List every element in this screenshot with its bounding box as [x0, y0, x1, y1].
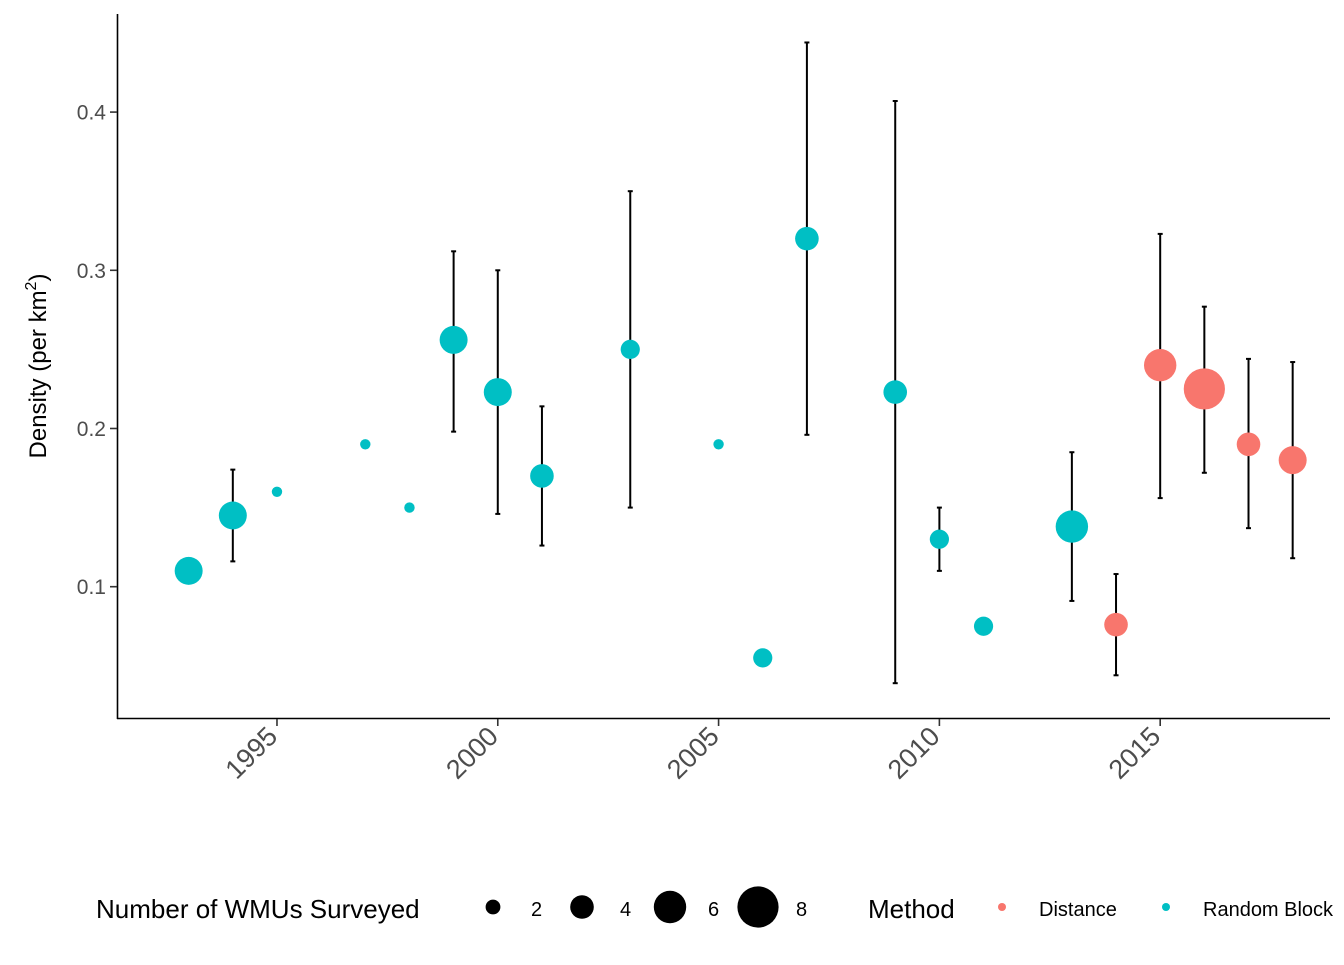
size-legend-label: 4 — [620, 899, 631, 921]
x-tick-label: 1995 — [220, 721, 284, 785]
points-layer — [174, 226, 1307, 668]
data-point — [795, 226, 819, 251]
x-tick-label: 2000 — [440, 721, 504, 785]
data-point — [174, 556, 203, 585]
errorbars-layer — [230, 41, 1296, 685]
size-legend-item: 2 — [485, 899, 542, 921]
y-ticks-layer: 0.1 0.2 0.3 0.4 — [77, 102, 117, 599]
data-point — [753, 648, 773, 668]
size-legend-key — [737, 886, 779, 928]
size-legend-key — [653, 890, 687, 924]
x-tick-label: 2005 — [661, 721, 725, 785]
x-ticks-layer: 1995 2000 2005 2010 2015 — [220, 719, 1167, 785]
data-point — [1143, 349, 1177, 382]
size-legend-key — [570, 895, 594, 919]
data-point — [620, 339, 640, 359]
size-legend-key — [485, 899, 501, 915]
y-axis-title-superscript: 2 — [23, 281, 40, 290]
color-legend-key — [998, 903, 1006, 911]
color-legend-key — [1162, 903, 1170, 911]
color-legend-label: Distance — [1039, 899, 1117, 921]
y-axis-title: Density (per km2) — [23, 274, 52, 459]
size-legend-label: 6 — [708, 899, 719, 921]
color-legend-keys: Distance Random Block — [998, 899, 1334, 921]
color-legend-item: Distance — [998, 899, 1117, 921]
size-legend-item: 4 — [570, 895, 631, 921]
size-legend-title: Number of WMUs Surveyed — [96, 894, 420, 924]
legend: Number of WMUs Surveyed 2 4 6 8 Method Dist… — [96, 886, 1334, 928]
size-legend-label: 8 — [796, 899, 807, 921]
y-axis-title-suffix: ) — [25, 274, 52, 282]
data-point — [404, 502, 415, 513]
data-point — [929, 529, 949, 549]
y-tick-label: 0.1 — [77, 576, 106, 599]
data-point — [713, 439, 724, 450]
data-point — [1236, 432, 1261, 457]
data-point — [360, 439, 371, 450]
x-tick-label: 2015 — [1103, 721, 1167, 785]
data-point — [530, 464, 554, 488]
data-point — [483, 378, 512, 407]
data-point — [1183, 368, 1225, 410]
size-legend-item: 6 — [653, 890, 719, 924]
color-legend-item: Random Block — [1162, 899, 1334, 921]
data-point — [1055, 510, 1089, 543]
data-point — [1278, 446, 1307, 475]
data-point — [883, 380, 908, 404]
size-legend-keys: 2 4 6 8 — [485, 886, 807, 928]
x-tick-label: 2010 — [882, 721, 946, 785]
y-tick-label: 0.2 — [77, 418, 106, 441]
data-point — [271, 486, 283, 497]
data-point — [218, 501, 247, 530]
size-legend-label: 2 — [531, 899, 542, 921]
data-point — [439, 325, 468, 354]
color-legend-title: Method — [868, 894, 955, 924]
data-point — [1104, 612, 1128, 637]
y-tick-label: 0.4 — [77, 102, 107, 125]
color-legend-label: Random Block — [1203, 899, 1334, 921]
size-legend-item: 8 — [737, 886, 807, 928]
y-axis-title-prefix: Density (per km — [25, 290, 52, 458]
data-point — [973, 616, 994, 636]
y-tick-label: 0.3 — [77, 260, 106, 283]
